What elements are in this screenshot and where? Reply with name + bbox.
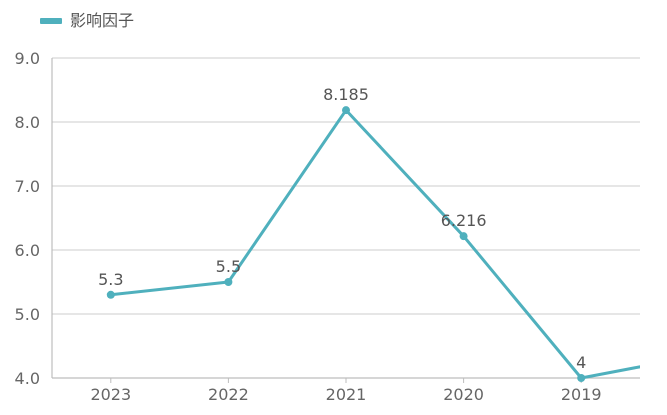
data-point-3 (459, 232, 468, 241)
legend-label: 影响因子 (70, 11, 135, 30)
x-tick-label-3: 2020 (443, 385, 484, 404)
x-tick-label-1: 2022 (208, 385, 249, 404)
y-tick-label-0: 4.0 (15, 369, 40, 388)
series-line (109, 108, 640, 380)
legend[interactable]: 影响因子 (40, 11, 134, 31)
y-tick-label-5: 9.0 (15, 49, 40, 68)
legend-swatch (40, 18, 62, 24)
x-tick-label-0: 2023 (90, 385, 131, 404)
x-tick-label-4: 2019 (561, 385, 602, 404)
y-tick-label-2: 6.0 (15, 241, 40, 260)
data-point-2 (342, 106, 350, 115)
data-label-0: 5.3 (98, 270, 123, 289)
y-tick-label-1: 5.0 (15, 305, 40, 324)
data-label-4: 4 (576, 353, 586, 372)
data-point-1 (224, 278, 233, 286)
x-tick-label-2: 2021 (326, 385, 367, 404)
data-label-3: 6.216 (441, 211, 487, 230)
y-tick-label-4: 8.0 (15, 113, 40, 132)
data-label-2: 8.185 (323, 85, 369, 104)
data-label-1: 5.5 (216, 257, 241, 276)
data-point-4 (577, 374, 586, 382)
data-point-0 (106, 290, 115, 299)
y-tick-label-3: 7.0 (15, 177, 40, 196)
